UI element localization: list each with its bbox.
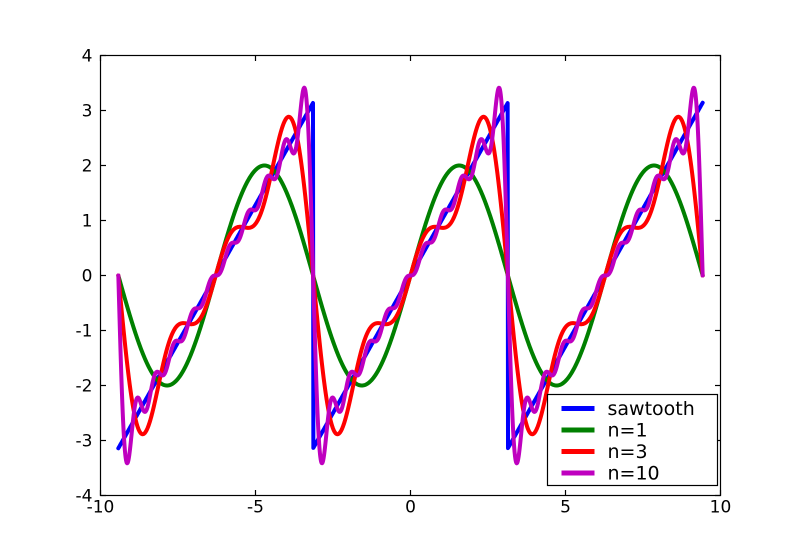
y-tick-label: 1 — [82, 212, 93, 232]
legend-label-n-1: n=1 — [608, 420, 648, 442]
y-tick-label: -3 — [76, 432, 93, 452]
series-lines-group — [116, 85, 705, 466]
x-tick-label: 0 — [405, 498, 416, 518]
y-tick-label: 2 — [82, 157, 93, 177]
legend-label-n-10: n=10 — [608, 463, 660, 485]
series-line-n-10 — [116, 85, 705, 466]
y-tick-label: -4 — [76, 487, 93, 507]
y-tick-label: 0 — [82, 267, 93, 287]
x-tick-label: -10 — [87, 498, 115, 518]
x-tick-label: -5 — [247, 498, 264, 518]
legend-label-sawtooth: sawtooth — [608, 398, 695, 420]
ticks-group — [99, 54, 722, 497]
x-tick-label: 5 — [560, 498, 571, 518]
x-tick-label: 10 — [710, 498, 732, 518]
y-tick-label: -2 — [76, 377, 93, 397]
y-tick-label: -1 — [76, 322, 93, 342]
y-tick-label: 4 — [82, 47, 93, 67]
y-tick-label: 3 — [82, 102, 93, 122]
legend-label-n-3: n=3 — [608, 441, 648, 463]
